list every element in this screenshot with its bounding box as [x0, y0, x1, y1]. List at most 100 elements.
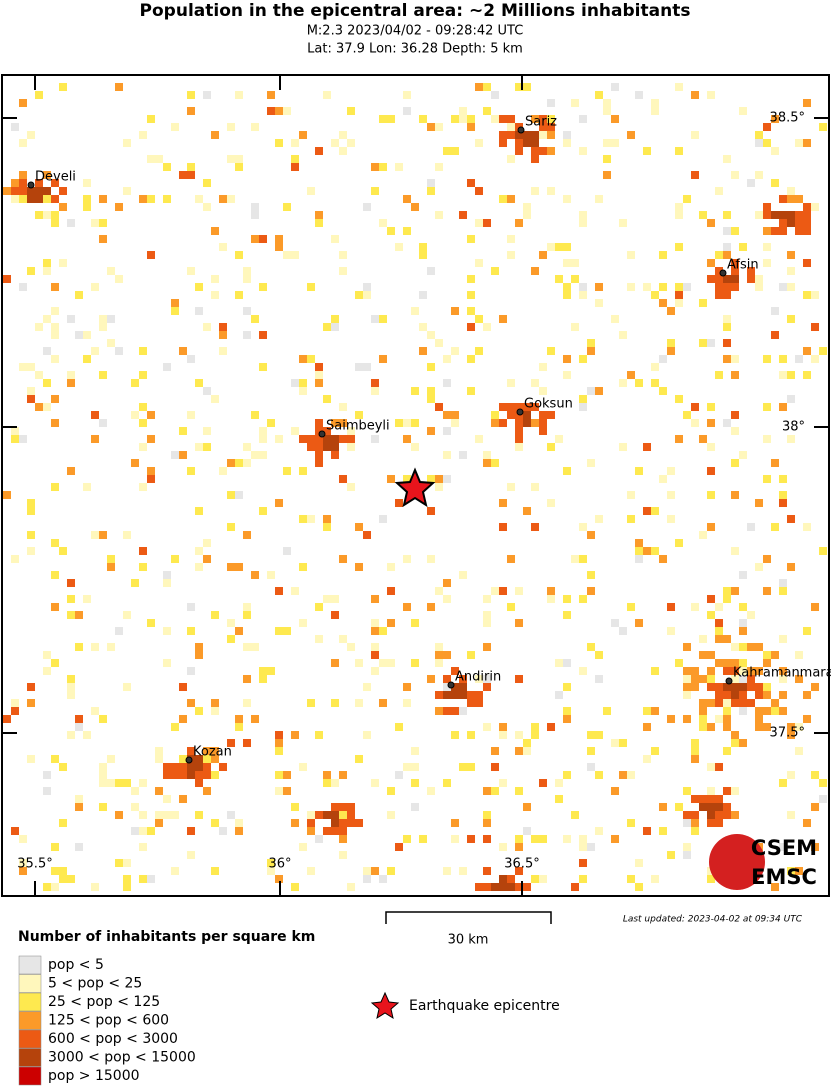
- population-cell: [475, 675, 483, 683]
- population-cell: [699, 675, 707, 683]
- population-cell: [483, 723, 491, 731]
- population-cell: [691, 675, 699, 683]
- lat-label: 38.5°: [770, 111, 805, 126]
- population-cell: [499, 419, 507, 427]
- population-cell: [339, 475, 347, 483]
- population-cell: [379, 659, 387, 667]
- population-cell: [235, 163, 243, 171]
- population-cell: [35, 211, 43, 219]
- population-cell: [99, 235, 107, 243]
- map-frame: [1, 74, 830, 897]
- population-cell: [387, 811, 395, 819]
- population-cell: [819, 123, 827, 131]
- legend-label: 5 < pop < 25: [48, 976, 142, 992]
- population-cell: [707, 875, 715, 883]
- population-cell: [27, 507, 35, 515]
- legend: pop < 5 5 < pop < 25 25 < pop < 125 125 < p…: [18, 955, 196, 1086]
- city-label: Andirin: [455, 670, 501, 685]
- population-cell: [803, 715, 811, 723]
- population-cell: [771, 459, 779, 467]
- population-cell: [315, 635, 323, 643]
- population-cell: [251, 203, 259, 211]
- population-cell: [547, 443, 555, 451]
- population-cell: [443, 427, 451, 435]
- population-cell: [435, 659, 443, 667]
- city-dot: [517, 126, 525, 134]
- population-cell: [755, 683, 763, 691]
- population-cell: [171, 867, 179, 875]
- population-cell: [515, 131, 523, 139]
- population-cell: [43, 379, 51, 387]
- population-cell: [59, 187, 67, 195]
- population-cell: [427, 603, 435, 611]
- map-overlay: Sariz Develi Afsin Goksun Saimbeyli Andirin Ka…: [2, 75, 831, 896]
- population-cell: [211, 611, 219, 619]
- population-cell: [107, 339, 115, 347]
- population-cell: [259, 435, 267, 443]
- population-cell: [275, 435, 283, 443]
- population-cell: [523, 403, 531, 411]
- population-cell: [491, 787, 499, 795]
- population-cell: [227, 155, 235, 163]
- population-cell: [667, 603, 675, 611]
- population-cell: [403, 763, 411, 771]
- population-cell: [731, 683, 739, 691]
- population-cell: [787, 395, 795, 403]
- population-cell: [43, 211, 51, 219]
- population-cell: [691, 811, 699, 819]
- population-cell: [347, 139, 355, 147]
- population-cell: [195, 563, 203, 571]
- population-cell: [403, 555, 411, 563]
- population-cell: [195, 307, 203, 315]
- population-cell: [723, 691, 731, 699]
- population-cell: [683, 195, 691, 203]
- population-cell: [587, 459, 595, 467]
- population-cell: [651, 707, 659, 715]
- population-cell: [563, 611, 571, 619]
- population-cell: [779, 779, 787, 787]
- population-cell: [603, 707, 611, 715]
- population-cell: [243, 275, 251, 283]
- population-cell: [355, 819, 363, 827]
- population-cell: [203, 747, 211, 755]
- population-cell: [411, 419, 419, 427]
- population-cell: [723, 211, 731, 219]
- population-cell: [51, 483, 59, 491]
- population-cell: [283, 771, 291, 779]
- population-cell: [475, 347, 483, 355]
- population-cell: [803, 347, 811, 355]
- population-cell: [299, 387, 307, 395]
- population-cell: [499, 115, 507, 123]
- population-cell: [187, 91, 195, 99]
- population-cell: [51, 307, 59, 315]
- population-cell: [779, 635, 787, 643]
- population-cell: [43, 403, 51, 411]
- population-cell: [19, 867, 27, 875]
- population-cell: [283, 203, 291, 211]
- population-cell: [747, 179, 755, 187]
- population-cell: [203, 179, 211, 187]
- population-cell: [563, 195, 571, 203]
- population-cell: [803, 203, 811, 211]
- population-cell: [507, 411, 515, 419]
- population-cell: [211, 747, 219, 755]
- population-cell: [547, 123, 555, 131]
- population-cell: [795, 355, 803, 363]
- population-cell: [491, 883, 499, 891]
- population-cell: [539, 147, 547, 155]
- population-cell: [243, 443, 251, 451]
- population-cell: [11, 699, 19, 707]
- population-cell: [771, 883, 779, 891]
- population-cell: [211, 291, 219, 299]
- population-cell: [411, 203, 419, 211]
- population-cell: [707, 699, 715, 707]
- population-cell: [435, 211, 443, 219]
- population-cell: [147, 827, 155, 835]
- population-cell: [491, 587, 499, 595]
- population-cell: [779, 195, 787, 203]
- population-cell: [11, 179, 19, 187]
- population-cell: [427, 427, 435, 435]
- population-cell: [123, 531, 131, 539]
- population-cell: [323, 443, 331, 451]
- population-cell: [227, 635, 235, 643]
